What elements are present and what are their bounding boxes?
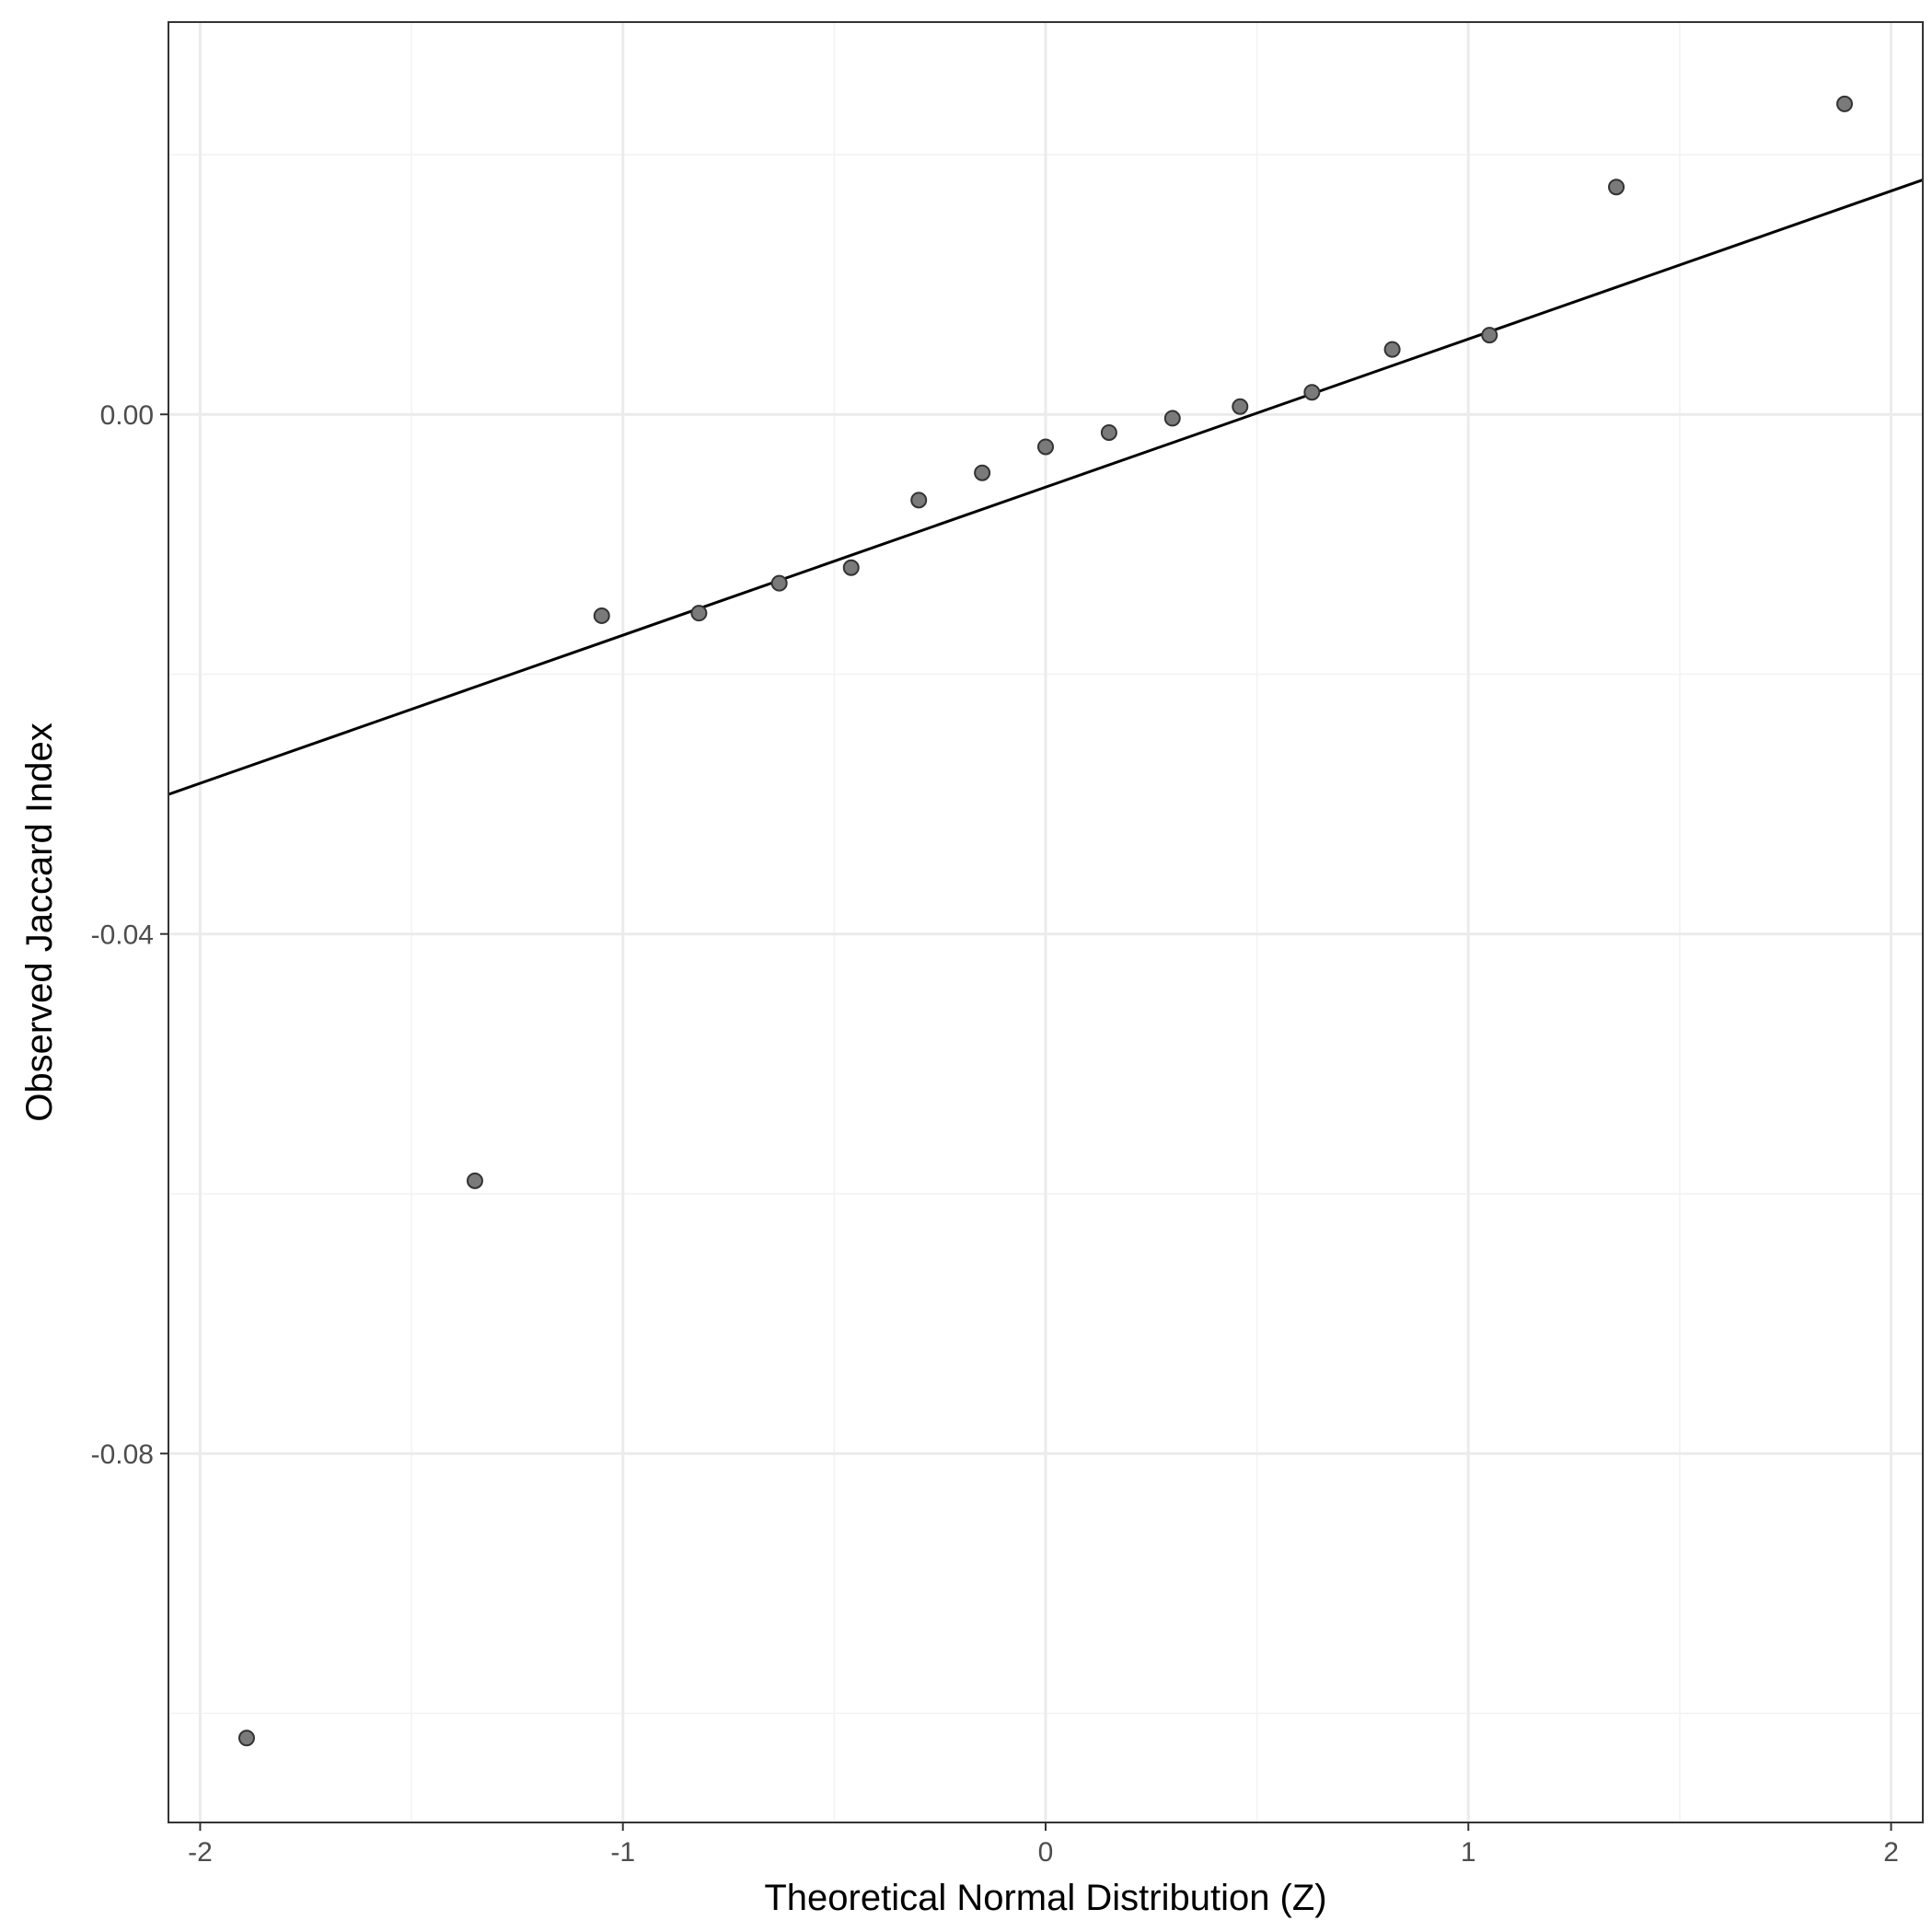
x-axis-title: Theoretical Normal Distribution (Z) — [764, 1878, 1326, 1918]
y-axis-title: Observed Jaccard Index — [19, 723, 60, 1122]
qq-reference-line — [168, 178, 1924, 796]
x-tick-label: 1 — [1461, 1837, 1476, 1868]
data-point — [1037, 438, 1054, 456]
x-axis: -2 -1 0 1 2 — [188, 1822, 1899, 1868]
data-point — [974, 464, 991, 481]
data-point — [690, 605, 708, 622]
major-gridlines — [168, 22, 1923, 1822]
data-point — [593, 607, 610, 624]
x-tick-label: -1 — [610, 1837, 635, 1868]
data-point — [1383, 341, 1401, 358]
data-point — [1100, 423, 1117, 441]
x-tick-label: -2 — [188, 1837, 213, 1868]
y-tick-label: 0.00 — [100, 400, 154, 431]
data-point — [910, 492, 928, 509]
reference-line-layer — [168, 178, 1924, 796]
data-point — [237, 1730, 255, 1747]
data-point — [842, 559, 860, 576]
data-point — [1836, 95, 1854, 112]
y-tick-label: -0.04 — [91, 920, 154, 951]
x-tick-label: 2 — [1883, 1837, 1899, 1868]
data-point — [1163, 410, 1181, 427]
y-axis: 0.00 -0.04 -0.08 — [91, 400, 168, 1470]
x-tick-label: 0 — [1038, 1837, 1054, 1868]
data-point — [466, 1172, 483, 1189]
data-point — [770, 574, 788, 592]
data-point — [1232, 398, 1249, 415]
data-points — [237, 95, 1854, 1747]
data-point — [1481, 327, 1498, 344]
data-point — [1608, 179, 1625, 196]
y-tick-label: -0.08 — [91, 1440, 154, 1470]
data-point — [1303, 384, 1321, 401]
